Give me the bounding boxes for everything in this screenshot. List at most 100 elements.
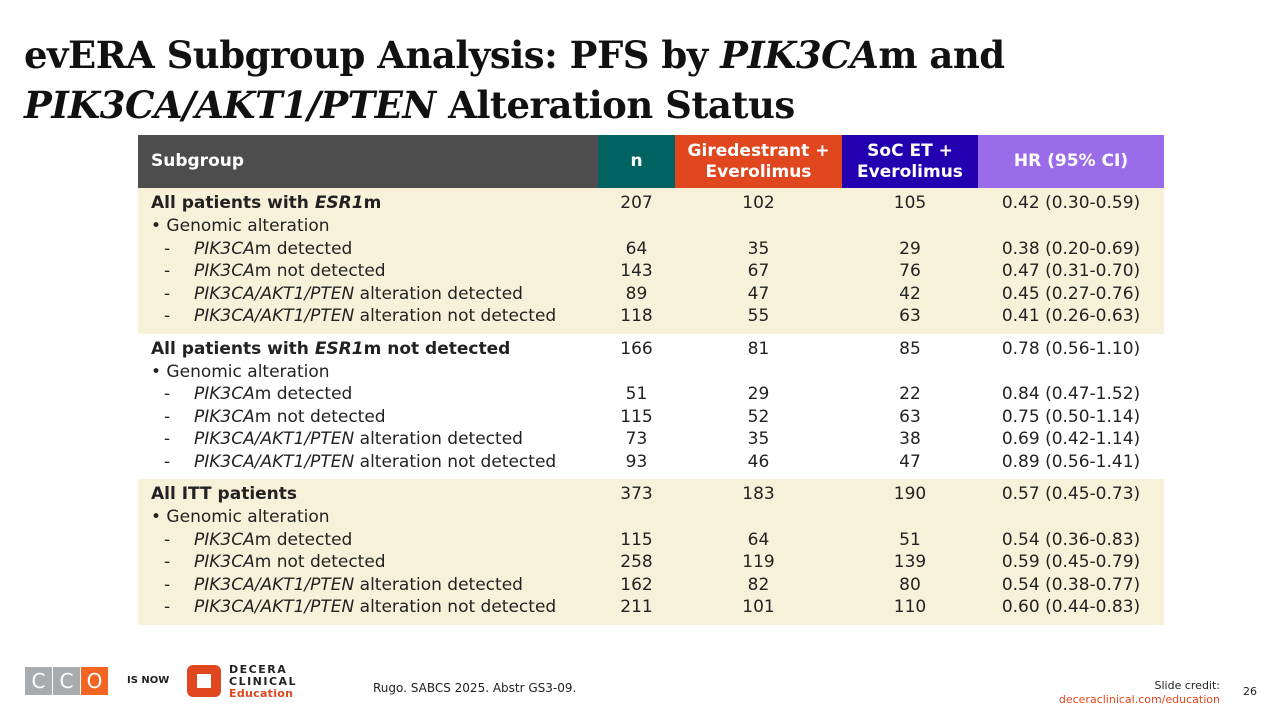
title-text: Alteration Status <box>435 83 795 127</box>
label-text: m not detected <box>254 552 386 572</box>
giredestrant-value: 82 <box>675 573 842 596</box>
giredestrant-value: 35 <box>675 237 842 260</box>
n-value: 143 <box>598 260 675 283</box>
label-text: m detected <box>254 238 353 259</box>
table-row: • Genomic alteration <box>138 506 1164 529</box>
dash: - <box>164 552 171 572</box>
slide-title: evERA Subgroup Analysis: PFS by PIK3CAm … <box>24 30 1005 130</box>
soc-value: 29 <box>842 237 978 260</box>
label-text: alteration detected <box>354 283 523 304</box>
label-text: m detected <box>254 529 353 550</box>
logo-text: Education <box>229 687 294 700</box>
heading-text: All patients with <box>151 338 315 359</box>
credit-link[interactable]: deceraclinical.com/education <box>1058 693 1220 706</box>
n-value: 373 <box>598 479 675 506</box>
decera-logo-text: DECERA CLINICAL Education <box>229 664 297 700</box>
dash: - <box>164 283 171 304</box>
table-row: - PIK3CAm not detected 143 67 76 0.47 (0.31-0… <box>138 260 1164 283</box>
giredestrant-value: 102 <box>675 188 842 215</box>
dash: - <box>164 574 171 595</box>
soc-value: 190 <box>842 479 978 506</box>
table-row: - PIK3CAm not detected 258 119 139 0.59 (0.45… <box>138 551 1164 574</box>
subgroup-label: - PIK3CAm detected <box>138 383 598 406</box>
hr-value: 0.78 (0.56-1.10) <box>1001 338 1141 359</box>
dash: - <box>164 384 171 404</box>
header-n: n <box>598 135 675 188</box>
header-subgroup: Subgroup <box>138 135 598 188</box>
logo-text: DECERA <box>229 663 288 676</box>
giredestrant-value: 119 <box>675 551 842 574</box>
dash: - <box>164 451 171 472</box>
hr-value: 0.57 (0.45-0.73) <box>978 479 1164 506</box>
gene-italic: PIK3CA/AKT1/PTEN <box>194 597 355 617</box>
logo-letter: O <box>81 667 108 695</box>
citation: Rugo. SABCS 2025. Abstr GS3-09. <box>373 681 577 695</box>
table-row: - PIK3CA/AKT1/PTEN alteration not detecte… <box>138 305 1164 334</box>
giredestrant-value: 55 <box>675 305 842 334</box>
giredestrant-value: 64 <box>675 528 842 551</box>
label-text: alteration detected <box>354 429 523 449</box>
hr-value: 0.47 (0.31-0.70) <box>978 260 1164 283</box>
subgroup-table: Subgroup n Giredestrant + Everolimus SoC … <box>138 135 1164 625</box>
gene-italic: PIK3CA/AKT1/PTEN <box>194 429 355 449</box>
table-row: - PIK3CA/AKT1/PTEN alteration detected 162… <box>138 573 1164 596</box>
n-value: 115 <box>620 406 653 427</box>
label-text: alteration detected <box>354 574 523 595</box>
giredestrant-value: 46 <box>747 451 770 472</box>
label-text: m not detected <box>254 261 386 281</box>
n-value: 89 <box>598 282 675 305</box>
n-value: 93 <box>625 451 648 472</box>
heading-text: m <box>363 193 382 214</box>
table-row: - PIK3CAm detected 64 35 29 0.38 (0.20-0.69) <box>138 237 1164 260</box>
soc-value: 105 <box>842 188 978 215</box>
title-italic: PIK3CA <box>720 33 879 77</box>
soc-value: 76 <box>842 260 978 283</box>
hr-value: 0.41 (0.26-0.63) <box>978 305 1164 334</box>
gene-italic: PIK3CA <box>194 384 255 404</box>
logo-letter: C <box>53 667 80 695</box>
bullet-label: • Genomic alteration <box>138 215 598 238</box>
label-text: m detected <box>254 384 353 404</box>
n-value: 211 <box>598 596 675 625</box>
n-value: 258 <box>598 551 675 574</box>
soc-value: 139 <box>842 551 978 574</box>
n-value: 64 <box>598 237 675 260</box>
soc-value: 47 <box>899 451 921 472</box>
table-row: All ITT patients 373 183 190 0.57 (0.45-0.73… <box>138 479 1164 506</box>
hr-value: 0.54 (0.36-0.83) <box>978 528 1164 551</box>
table-row: - PIK3CAm detected 115 64 51 0.54 (0.36-0.83) <box>138 528 1164 551</box>
table-row: - PIK3CA/AKT1/PTEN alteration detected 89 4… <box>138 282 1164 305</box>
bullet-label: • Genomic alteration <box>151 361 330 382</box>
header-text: Everolimus <box>857 161 963 182</box>
section-heading: All patients with ESR1m <box>138 188 598 215</box>
hr-value: 0.59 (0.45-0.79) <box>978 551 1164 574</box>
hr-value: 0.60 (0.44-0.83) <box>978 596 1164 625</box>
header-text: SoC ET + <box>867 140 953 161</box>
giredestrant-value: 183 <box>675 479 842 506</box>
table-row: - PIK3CAm not detected 115 52 63 0.75 (0.50-1… <box>138 406 1164 429</box>
subgroup-label: - PIK3CA/AKT1/PTEN alteration not detecte… <box>138 451 598 480</box>
giredestrant-value: 81 <box>747 338 770 359</box>
gene-italic: PIK3CA <box>194 529 255 550</box>
giredestrant-value: 101 <box>675 596 842 625</box>
hr-value: 0.45 (0.27-0.76) <box>978 282 1164 305</box>
giredestrant-value: 47 <box>675 282 842 305</box>
credit-label: Slide credit: <box>1154 679 1221 692</box>
table-row: • Genomic alteration <box>138 215 1164 238</box>
gene-italic: PIK3CA <box>194 552 255 572</box>
subgroup-label: - PIK3CA/AKT1/PTEN alteration not detecte… <box>138 305 598 334</box>
title-text: evERA Subgroup Analysis: PFS by <box>24 33 721 77</box>
giredestrant-value: 52 <box>747 406 770 427</box>
hr-value: 0.75 (0.50-1.14) <box>1001 406 1141 427</box>
table-row: All patients with ESR1m not detected 166 8… <box>138 334 1164 361</box>
gene-italic: PIK3CA/AKT1/PTEN <box>194 451 355 472</box>
dash: - <box>164 529 171 550</box>
gene-italic: PIK3CA/AKT1/PTEN <box>194 306 355 326</box>
giredestrant-value: 67 <box>675 260 842 283</box>
heading-text: All ITT patients <box>151 484 298 505</box>
logo-letter: C <box>25 667 52 695</box>
table-row: All patients with ESR1m 207 102 105 0.42 (0.… <box>138 188 1164 215</box>
dash: - <box>164 406 171 427</box>
n-value: 118 <box>598 305 675 334</box>
